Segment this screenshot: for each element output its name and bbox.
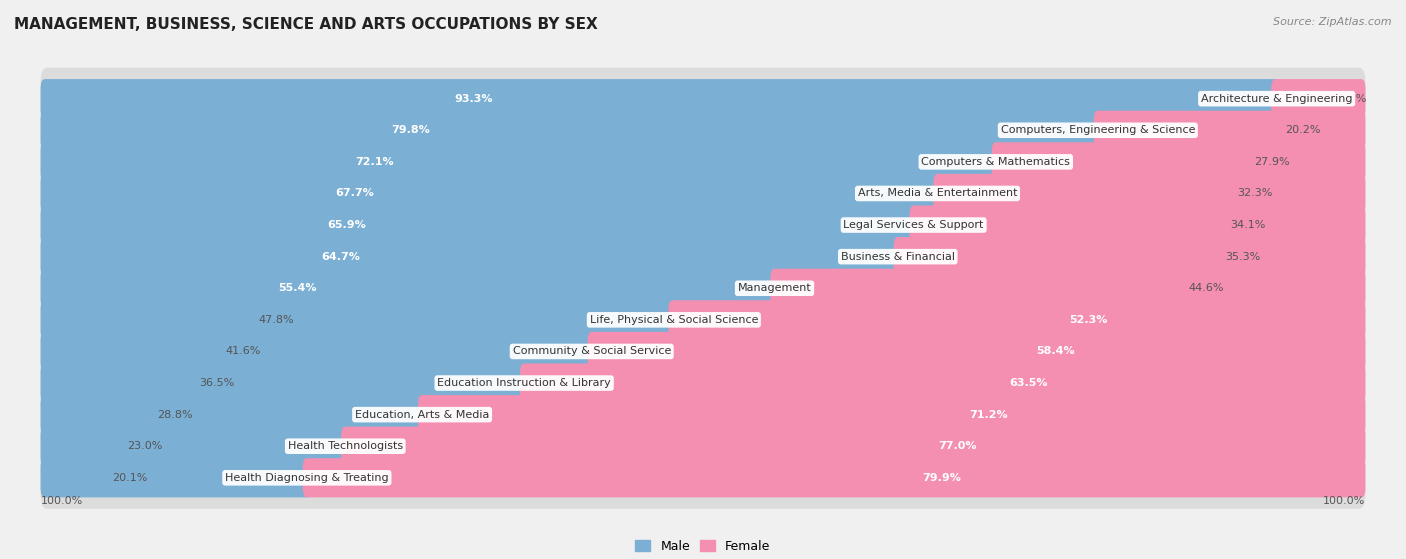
Text: 20.1%: 20.1% [111,473,148,483]
Text: 67.7%: 67.7% [335,188,374,198]
Text: 72.1%: 72.1% [356,157,394,167]
Text: 23.0%: 23.0% [127,441,163,451]
Text: Education Instruction & Library: Education Instruction & Library [437,378,612,388]
FancyBboxPatch shape [520,363,1365,402]
FancyBboxPatch shape [41,300,678,339]
FancyBboxPatch shape [1271,79,1365,119]
FancyBboxPatch shape [934,174,1365,213]
Text: 44.6%: 44.6% [1188,283,1223,293]
Text: 79.9%: 79.9% [922,473,962,483]
Text: 64.7%: 64.7% [321,252,360,262]
FancyBboxPatch shape [41,257,1365,319]
Text: Legal Services & Support: Legal Services & Support [844,220,984,230]
Text: 28.8%: 28.8% [157,410,193,420]
FancyBboxPatch shape [41,289,1365,351]
Text: 34.1%: 34.1% [1230,220,1265,230]
Text: Arts, Media & Entertainment: Arts, Media & Entertainment [858,188,1018,198]
FancyBboxPatch shape [668,300,1365,339]
FancyBboxPatch shape [41,206,918,245]
Text: 36.5%: 36.5% [198,378,233,388]
Text: 55.4%: 55.4% [278,283,316,293]
FancyBboxPatch shape [41,163,1365,224]
Text: 32.3%: 32.3% [1237,188,1272,198]
FancyBboxPatch shape [41,447,1365,509]
Text: 52.3%: 52.3% [1069,315,1108,325]
Text: 65.9%: 65.9% [326,220,366,230]
Text: Community & Social Service: Community & Social Service [513,347,671,357]
Text: Computers, Engineering & Science: Computers, Engineering & Science [1001,125,1195,135]
Text: 93.3%: 93.3% [454,94,492,103]
Text: 100.0%: 100.0% [1323,496,1365,505]
FancyBboxPatch shape [41,332,596,371]
Text: Business & Financial: Business & Financial [841,252,955,262]
FancyBboxPatch shape [41,226,1365,288]
FancyBboxPatch shape [770,269,1365,308]
FancyBboxPatch shape [302,458,1365,498]
Text: 35.3%: 35.3% [1225,252,1260,262]
Text: Source: ZipAtlas.com: Source: ZipAtlas.com [1274,17,1392,27]
Text: 6.8%: 6.8% [1339,94,1367,103]
FancyBboxPatch shape [41,395,426,434]
Legend: Male, Female: Male, Female [630,535,776,558]
FancyBboxPatch shape [41,68,1365,130]
FancyBboxPatch shape [41,237,901,276]
FancyBboxPatch shape [41,194,1365,256]
FancyBboxPatch shape [41,269,779,308]
Text: Life, Physical & Social Science: Life, Physical & Social Science [589,315,758,325]
FancyBboxPatch shape [1094,111,1365,150]
FancyBboxPatch shape [41,458,311,498]
FancyBboxPatch shape [41,363,529,402]
FancyBboxPatch shape [41,143,1000,182]
FancyBboxPatch shape [894,237,1365,276]
Text: 100.0%: 100.0% [41,496,83,505]
Text: 27.9%: 27.9% [1254,157,1291,167]
FancyBboxPatch shape [41,352,1365,414]
Text: Education, Arts & Media: Education, Arts & Media [354,410,489,420]
Text: Architecture & Engineering: Architecture & Engineering [1201,94,1353,103]
Text: Computers & Mathematics: Computers & Mathematics [921,157,1070,167]
FancyBboxPatch shape [910,206,1365,245]
FancyBboxPatch shape [41,131,1365,193]
Text: 41.6%: 41.6% [225,347,262,357]
FancyBboxPatch shape [41,79,1281,119]
FancyBboxPatch shape [41,427,349,466]
FancyBboxPatch shape [991,143,1365,182]
Text: 47.8%: 47.8% [259,315,294,325]
Text: 79.8%: 79.8% [391,125,430,135]
Text: MANAGEMENT, BUSINESS, SCIENCE AND ARTS OCCUPATIONS BY SEX: MANAGEMENT, BUSINESS, SCIENCE AND ARTS O… [14,17,598,32]
FancyBboxPatch shape [41,174,942,213]
Text: Health Diagnosing & Treating: Health Diagnosing & Treating [225,473,388,483]
FancyBboxPatch shape [342,427,1365,466]
Text: 58.4%: 58.4% [1036,347,1076,357]
FancyBboxPatch shape [41,320,1365,382]
FancyBboxPatch shape [41,111,1102,150]
Text: 63.5%: 63.5% [1010,378,1047,388]
FancyBboxPatch shape [588,332,1365,371]
FancyBboxPatch shape [41,383,1365,446]
Text: 20.2%: 20.2% [1285,125,1320,135]
FancyBboxPatch shape [41,415,1365,477]
Text: Health Technologists: Health Technologists [288,441,404,451]
Text: Management: Management [738,283,811,293]
FancyBboxPatch shape [418,395,1365,434]
Text: 71.2%: 71.2% [969,410,1008,420]
Text: 77.0%: 77.0% [938,441,977,451]
FancyBboxPatch shape [41,100,1365,161]
